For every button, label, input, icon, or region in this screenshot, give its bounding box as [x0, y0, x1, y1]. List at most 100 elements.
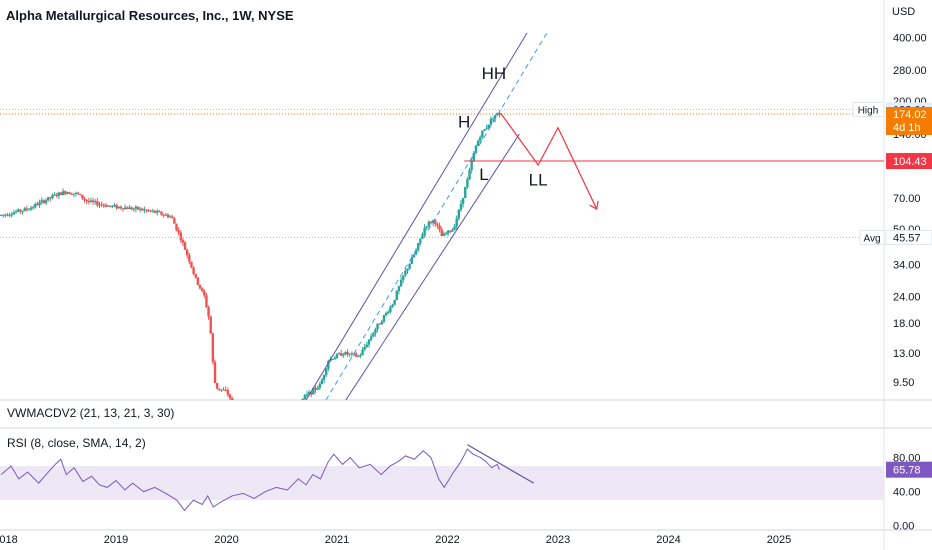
candle — [339, 349, 343, 357]
candle — [287, 418, 289, 420]
candle — [14, 209, 18, 214]
candle-body — [393, 299, 396, 305]
candle — [468, 167, 471, 180]
candle — [207, 305, 210, 320]
candle-body — [496, 113, 499, 116]
candle-body — [6, 214, 9, 216]
candle-body — [402, 275, 405, 280]
candle — [395, 289, 398, 301]
candle-body — [66, 192, 69, 194]
candle — [250, 414, 252, 419]
candle — [459, 200, 463, 213]
candle — [289, 417, 291, 420]
candle-body — [476, 140, 480, 146]
candle-body — [352, 353, 356, 355]
candle-body — [404, 270, 407, 276]
time-axis-tick: 2018 — [0, 534, 18, 546]
candle — [209, 315, 212, 335]
candle — [181, 237, 185, 247]
candle-body — [149, 210, 153, 212]
candle — [23, 206, 26, 212]
candle — [299, 403, 301, 409]
candle — [171, 214, 174, 219]
candle — [130, 206, 133, 211]
candle-body — [68, 192, 71, 194]
candle — [402, 275, 405, 284]
candle-body — [427, 221, 431, 227]
candle-body — [325, 368, 328, 375]
candle — [57, 191, 61, 199]
candle — [421, 232, 424, 240]
candle-body — [233, 400, 235, 404]
candle-body — [111, 205, 114, 207]
candle-body — [354, 353, 358, 357]
candle — [318, 381, 321, 391]
candle-body — [85, 199, 88, 202]
candle — [442, 231, 446, 237]
candle-body — [156, 211, 159, 213]
candle — [138, 207, 142, 213]
candle-body — [123, 207, 127, 210]
candle — [72, 193, 76, 198]
candle — [153, 210, 157, 214]
candle-body — [235, 404, 237, 410]
candle-body — [312, 387, 315, 395]
candle-body — [303, 395, 307, 400]
candle-body — [410, 257, 413, 264]
candle-body — [280, 418, 282, 419]
candle — [96, 198, 99, 208]
candle-body — [399, 279, 403, 287]
time-axis-tick: 2021 — [325, 534, 349, 546]
candle — [145, 209, 148, 213]
candle-body — [436, 224, 439, 226]
candle-body — [192, 267, 195, 274]
candle-body — [113, 205, 116, 207]
candle-body — [14, 211, 18, 213]
candle-body — [230, 398, 234, 400]
candle-body — [485, 128, 488, 130]
bar-countdown: 4d 1h — [893, 122, 921, 134]
candle — [350, 351, 354, 357]
candle — [156, 208, 159, 216]
candle — [380, 319, 384, 326]
candle-body — [220, 389, 223, 391]
candle-body — [27, 209, 31, 211]
candle — [185, 248, 189, 259]
time-axis-tick: 2022 — [435, 534, 459, 546]
candle — [29, 205, 33, 212]
candle-body — [31, 207, 35, 209]
candle-body — [138, 208, 142, 210]
candle-body — [222, 389, 225, 391]
channel-mid-line — [325, 32, 548, 400]
candle — [215, 382, 219, 390]
candle-body — [215, 382, 219, 389]
candle — [196, 277, 200, 286]
channel-upper-line — [305, 32, 528, 400]
candle-body — [316, 387, 319, 390]
candle — [327, 359, 330, 372]
rsi-label[interactable]: RSI (8, close, SMA, 14, 2) — [7, 436, 146, 450]
candle-body — [196, 277, 200, 285]
candle-body — [384, 312, 388, 316]
candle-body — [252, 419, 254, 421]
candle — [399, 276, 403, 287]
candle — [2, 214, 5, 218]
candle-body — [414, 249, 418, 255]
candle-body — [198, 284, 202, 289]
candle-body — [423, 227, 426, 235]
vwmacd-label[interactable]: VWMACDV2 (21, 13, 21, 3, 30) — [7, 406, 175, 420]
candle-body — [53, 194, 56, 196]
candle-body — [162, 214, 165, 216]
candle-body — [333, 357, 336, 360]
candle — [12, 209, 16, 215]
candle-body — [49, 197, 52, 199]
candle-body — [470, 161, 473, 170]
candle-body — [416, 243, 420, 250]
candle — [132, 207, 135, 212]
candle — [64, 190, 67, 196]
candle-body — [179, 232, 182, 240]
candle-body — [98, 204, 101, 206]
rsi-axis-tick: 40.00 — [893, 487, 921, 499]
candle — [42, 199, 46, 205]
candle — [393, 299, 396, 306]
